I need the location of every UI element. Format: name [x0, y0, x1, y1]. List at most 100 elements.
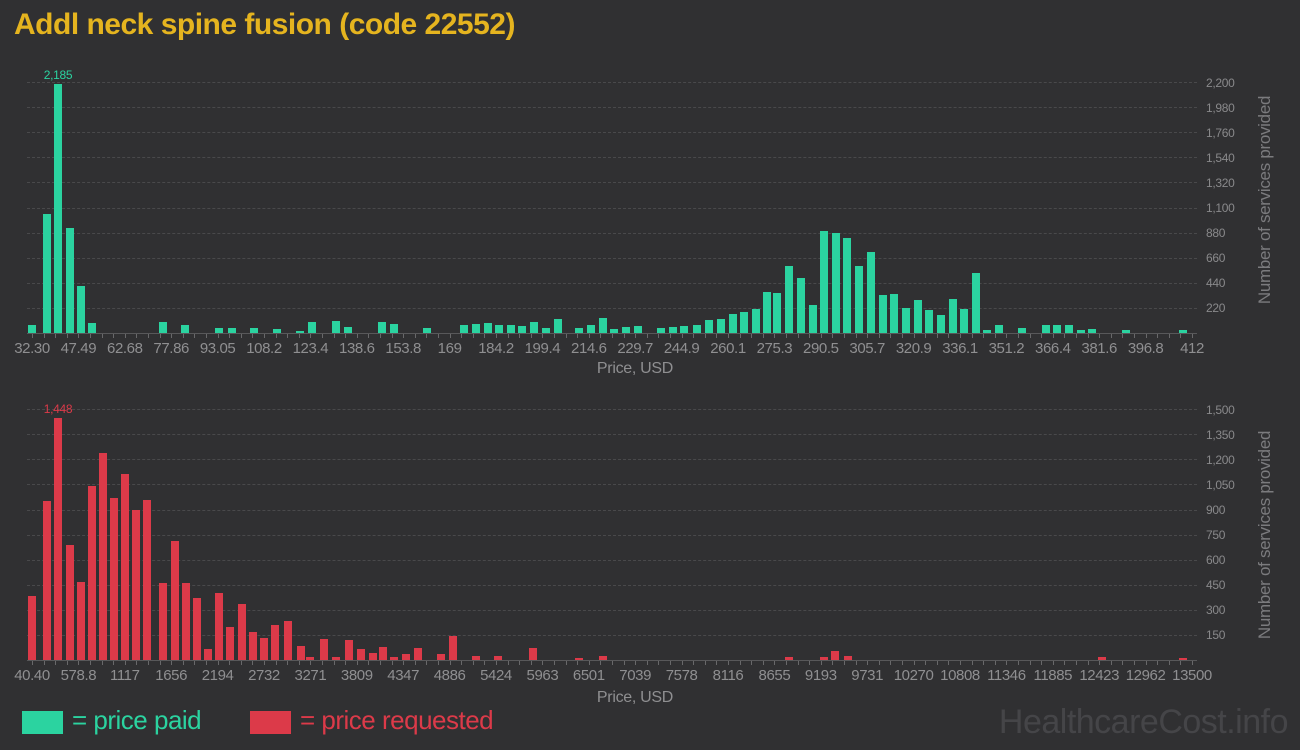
y-tick-label: 900	[1206, 503, 1226, 518]
gridline	[27, 182, 1197, 184]
axis-tick	[1110, 334, 1112, 338]
axis-tick	[484, 661, 486, 665]
histogram-bar	[413, 648, 422, 660]
histogram-bar	[87, 323, 96, 333]
x-tick-label: 169	[437, 340, 462, 357]
gridline	[27, 509, 1197, 511]
x-tick-label: 9193	[804, 667, 837, 684]
axis-tick	[600, 334, 602, 338]
axis-tick	[484, 334, 486, 338]
histogram-bar	[378, 647, 387, 660]
histogram-bar	[248, 631, 257, 660]
axis-tick	[240, 661, 242, 665]
axis-tick	[1064, 661, 1066, 665]
axis-tick	[902, 334, 903, 338]
axis-tick	[844, 334, 845, 338]
legend-label-requested: = price requested	[300, 705, 494, 735]
histogram-bar	[878, 294, 887, 333]
histogram-bar	[680, 325, 689, 333]
x-tick-label: 3271	[294, 667, 327, 684]
axis-tick	[472, 661, 474, 665]
x-tick-label: 108.2	[246, 340, 282, 357]
axis-tick	[820, 661, 822, 665]
axis-tick	[194, 334, 196, 338]
axis-tick	[461, 334, 463, 338]
axis-tick	[519, 334, 521, 338]
histogram-bar	[436, 654, 445, 660]
axis-tick	[878, 334, 880, 338]
histogram-bar	[273, 329, 282, 333]
axis-tick	[136, 661, 138, 665]
histogram-bar	[1121, 329, 1130, 333]
axis-tick	[182, 661, 184, 665]
axis-tick	[43, 334, 45, 338]
y-tick-label: 1,350	[1206, 427, 1235, 442]
axis-tick	[635, 334, 637, 338]
axis-tick	[936, 334, 938, 338]
x-tick-label: 244.9	[663, 340, 700, 357]
axis-tick	[716, 661, 718, 665]
histogram-bar	[948, 298, 957, 333]
axis-tick	[438, 334, 439, 338]
axis-tick	[983, 661, 985, 665]
histogram-bar	[192, 598, 201, 660]
x-tick-label: 11346	[987, 667, 1026, 684]
histogram-bar	[553, 319, 562, 333]
axis-tick	[1134, 661, 1135, 665]
axis-tick	[438, 661, 439, 665]
y-tick-label: 220	[1206, 301, 1226, 316]
histogram-bar	[87, 486, 96, 660]
histogram-bar	[843, 655, 852, 660]
gridline	[27, 107, 1197, 109]
x-axis-line	[27, 333, 1197, 334]
x-tick-label: 214.6	[571, 340, 607, 357]
axis-tick	[345, 661, 347, 665]
axis-tick	[136, 334, 138, 338]
axis-tick	[797, 334, 799, 338]
axis-tick	[530, 661, 532, 665]
histogram-bar	[808, 305, 817, 333]
axis-tick	[322, 661, 323, 665]
histogram-bar	[250, 327, 259, 333]
histogram-bar	[159, 583, 168, 660]
histogram-bar	[575, 328, 584, 333]
y-tick-label: 150	[1206, 628, 1226, 643]
axis-tick	[380, 334, 381, 338]
histogram-bar	[495, 324, 504, 333]
axis-tick	[588, 334, 590, 338]
axis-tick	[1168, 334, 1170, 338]
histogram-bar	[866, 252, 875, 333]
axis-tick	[287, 334, 289, 338]
histogram-bar	[110, 497, 118, 660]
axis-tick	[1052, 661, 1054, 665]
axis-tick	[855, 661, 857, 665]
axis-tick	[264, 661, 265, 665]
axis-tick	[252, 334, 254, 338]
axis-tick	[252, 661, 254, 665]
axis-tick	[751, 661, 753, 665]
histogram-bar	[598, 317, 607, 333]
histogram-bar	[1097, 657, 1106, 660]
x-tick-label: 5963	[526, 667, 559, 684]
histogram-bar	[356, 649, 365, 660]
histogram-bar	[983, 329, 992, 333]
axis-tick	[1122, 334, 1124, 338]
histogram-bar	[142, 500, 151, 660]
axis-tick	[391, 661, 393, 665]
axis-tick	[1029, 661, 1031, 665]
axis-tick	[913, 661, 915, 665]
axis-tick	[113, 334, 115, 338]
axis-tick	[704, 334, 706, 338]
histogram-bar	[820, 230, 829, 333]
axis-tick	[844, 661, 845, 665]
x-tick-label: 9731	[851, 667, 884, 684]
gridline	[27, 282, 1197, 284]
legend-label-paid: = price paid	[72, 705, 202, 735]
histogram-bar	[448, 635, 457, 660]
axis-tick	[403, 334, 405, 338]
x-tick-label: 2732	[248, 667, 280, 684]
histogram-bar	[785, 265, 793, 333]
histogram-bar	[297, 645, 305, 660]
histogram-bar	[913, 300, 922, 333]
